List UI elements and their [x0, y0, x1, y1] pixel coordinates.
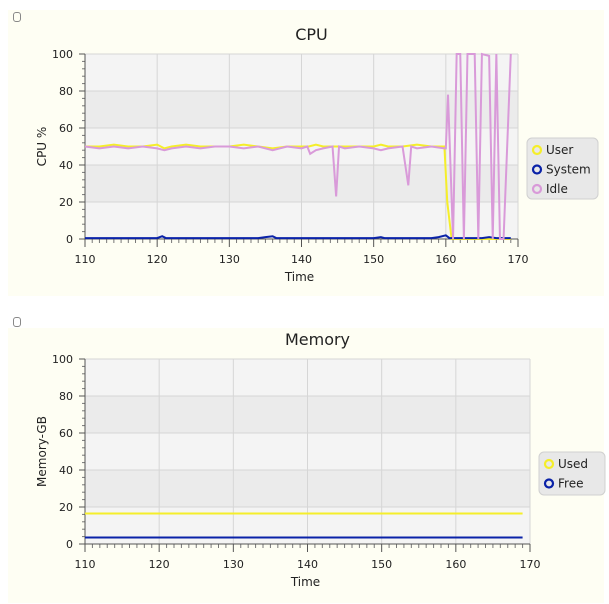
legend-marker-free [543, 478, 555, 489]
x-tick-label: 170 [520, 558, 541, 571]
legend [538, 451, 606, 496]
series-line-user [85, 143, 511, 240]
legend-label: Idle [546, 182, 568, 196]
legend-marker-idle [531, 183, 543, 195]
legend [526, 137, 599, 200]
series-line-idle [84, 52, 512, 240]
y-tick-label: 0 [66, 233, 73, 246]
x-tick-label: 130 [219, 253, 240, 266]
x-tick-label: 120 [149, 558, 170, 571]
x-tick-label: 150 [363, 253, 384, 266]
x-tick-label: 160 [435, 253, 456, 266]
x-tick-label: 160 [445, 558, 466, 571]
y-axis-label: Memory-GB [35, 416, 49, 487]
cpu-chart: 110 120 130 140 150 160 170 0 20 40 60 80 100 CPU Time… [35, 25, 599, 284]
x-tick-label: 140 [297, 558, 318, 571]
y-tick-label: 60 [59, 427, 73, 440]
x-axis-label: Time [284, 270, 314, 284]
legend-label: User [546, 143, 573, 157]
y-tick-label: 0 [66, 538, 73, 551]
legend-label: System [546, 163, 591, 177]
y-tick-label: 80 [59, 85, 73, 98]
legend-label: Used [558, 457, 588, 471]
y-axis-label: CPU % [35, 127, 49, 167]
chart-title: Memory [285, 330, 350, 349]
x-axis-label: Time [290, 575, 320, 589]
collapse-handle-memory[interactable] [13, 317, 21, 327]
series-line-system [85, 234, 511, 240]
y-tick-label: 20 [59, 501, 73, 514]
x-tick-label: 170 [508, 253, 529, 266]
x-tick-label: 120 [147, 253, 168, 266]
x-tick-label: 140 [291, 253, 312, 266]
y-tick-label: 60 [59, 122, 73, 135]
legend-marker-user [531, 144, 543, 156]
memory-chart: 110 120 130 140 150 160 170 0 20 40 60 80 100 Memory T… [35, 330, 606, 589]
collapse-handle-cpu[interactable] [13, 12, 21, 22]
x-tick-label: 150 [371, 558, 392, 571]
y-tick-label: 20 [59, 196, 73, 209]
x-tick-label: 130 [223, 558, 244, 571]
y-tick-label: 80 [59, 390, 73, 403]
y-tick-label: 40 [59, 159, 73, 172]
x-tick-label: 110 [75, 558, 96, 571]
y-tick-label: 40 [59, 464, 73, 477]
legend-label: Free [558, 477, 583, 491]
legend-marker-used [543, 458, 555, 470]
legend-marker-system [531, 164, 543, 175]
y-tick-label: 100 [52, 48, 73, 61]
x-tick-label: 110 [75, 253, 96, 266]
y-tick-label: 100 [52, 353, 73, 366]
chart-title: CPU [295, 25, 328, 44]
